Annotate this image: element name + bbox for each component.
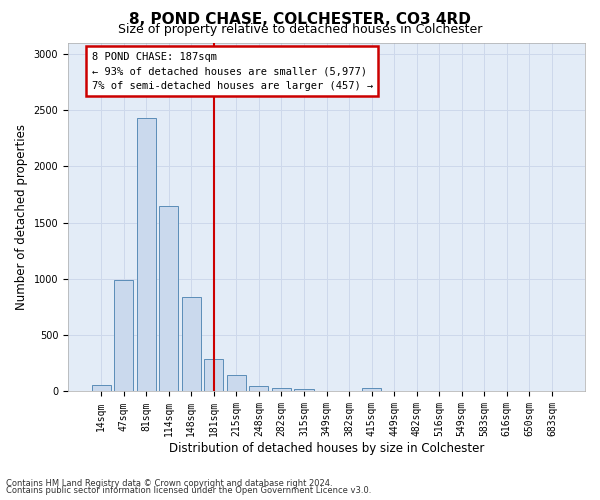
Bar xyxy=(227,374,246,392)
Bar xyxy=(137,118,156,392)
X-axis label: Distribution of detached houses by size in Colchester: Distribution of detached houses by size … xyxy=(169,442,484,455)
Bar xyxy=(159,206,178,392)
Bar xyxy=(114,280,133,392)
Bar xyxy=(92,386,110,392)
Bar xyxy=(272,388,291,392)
Text: Contains HM Land Registry data © Crown copyright and database right 2024.: Contains HM Land Registry data © Crown c… xyxy=(6,478,332,488)
Bar xyxy=(182,297,201,392)
Text: 8 POND CHASE: 187sqm
← 93% of detached houses are smaller (5,977)
7% of semi-det: 8 POND CHASE: 187sqm ← 93% of detached h… xyxy=(92,52,373,91)
Y-axis label: Number of detached properties: Number of detached properties xyxy=(15,124,28,310)
Bar xyxy=(362,388,381,392)
Text: Contains public sector information licensed under the Open Government Licence v3: Contains public sector information licen… xyxy=(6,486,371,495)
Text: Size of property relative to detached houses in Colchester: Size of property relative to detached ho… xyxy=(118,22,482,36)
Bar xyxy=(204,359,223,392)
Bar xyxy=(250,386,268,392)
Text: 8, POND CHASE, COLCHESTER, CO3 4RD: 8, POND CHASE, COLCHESTER, CO3 4RD xyxy=(129,12,471,28)
Bar xyxy=(295,389,314,392)
